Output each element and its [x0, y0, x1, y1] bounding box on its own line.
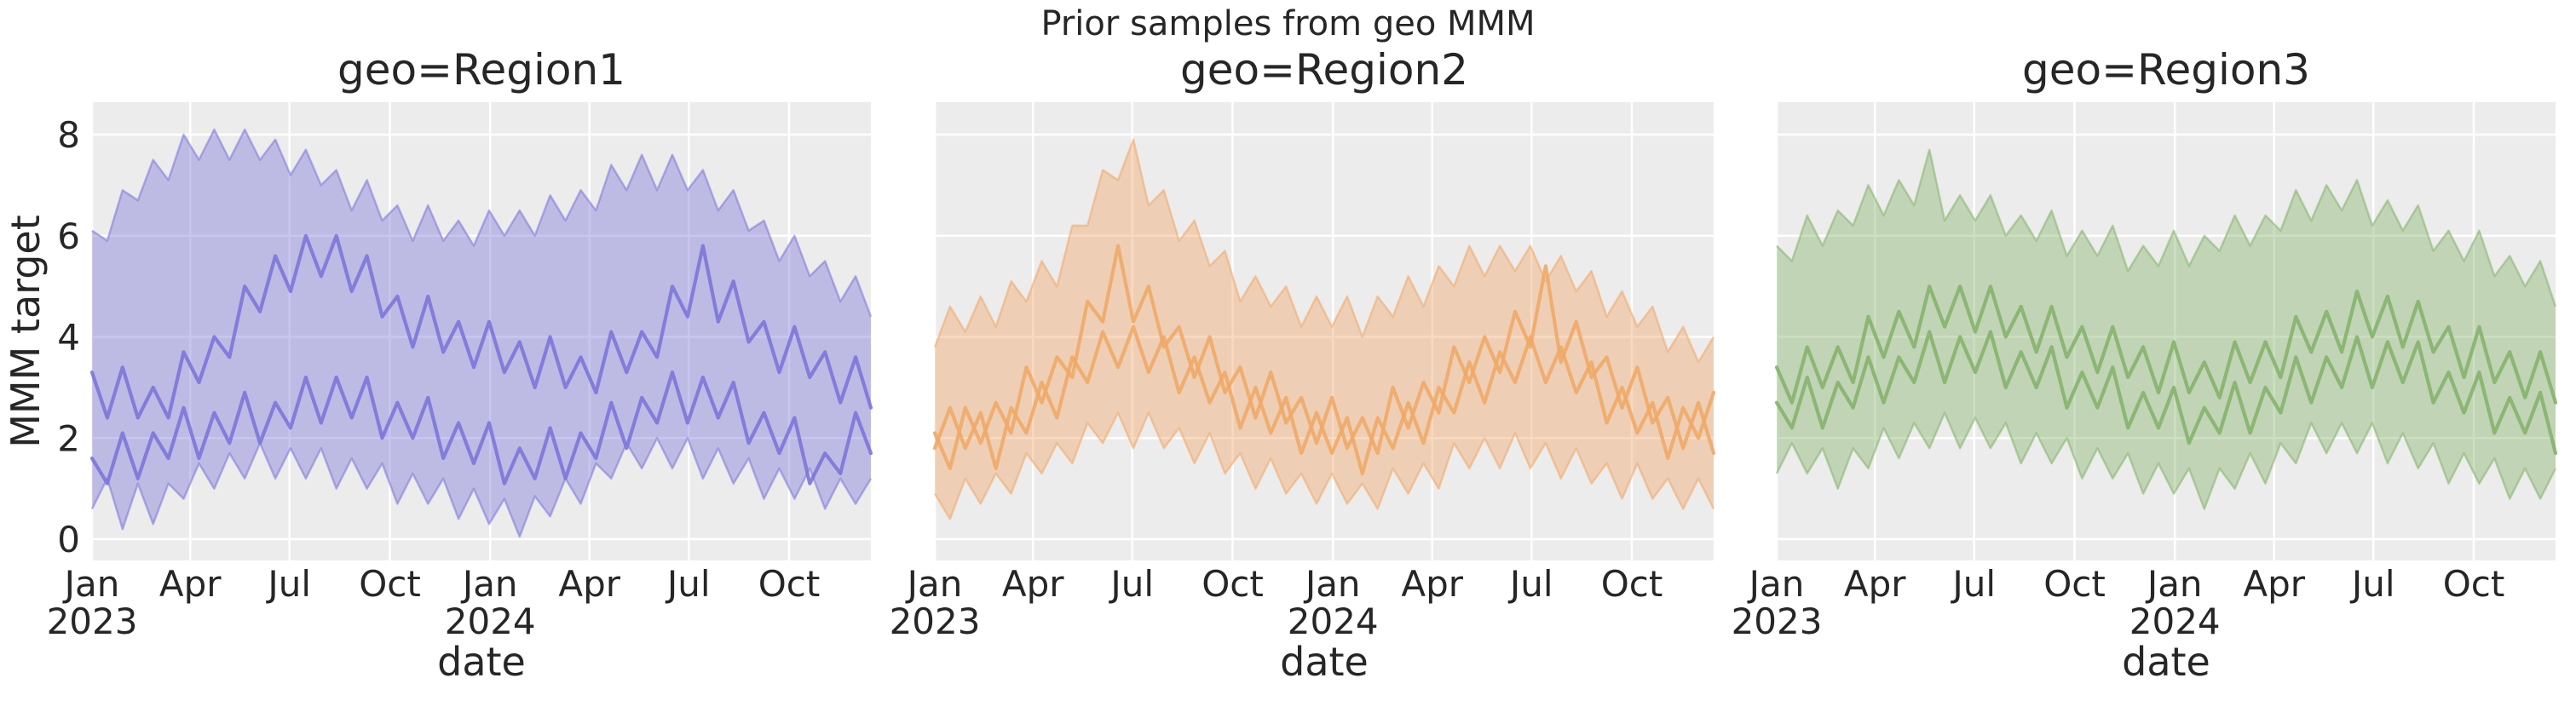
x-tick-year-label: 2024 — [2129, 600, 2221, 642]
y-axis-label: MMM target — [3, 215, 49, 448]
x-axis-label-region2: date — [1280, 639, 1369, 685]
x-tick-label: Oct — [359, 563, 421, 605]
band-edge-line — [933, 138, 1715, 364]
y-tick-label: 6 — [57, 215, 80, 257]
uncertainty-band — [935, 139, 1714, 520]
x-tick-label: Apr — [1002, 563, 1064, 605]
x-tick-label: Jan — [1303, 563, 1361, 605]
x-tick-year-label: 2024 — [1288, 600, 1379, 642]
subplot-title-region2: geo=Region2 — [1180, 45, 1468, 95]
band-edge-line — [933, 411, 1715, 520]
band-edge-line — [1775, 411, 2557, 510]
x-tick-label: Apr — [2243, 563, 2305, 605]
y-tick-label: 8 — [57, 114, 80, 156]
x-tick-label: Jul — [1950, 563, 1996, 605]
uncertainty-band — [92, 129, 871, 537]
plot-area-region2: Jan 2023 Apr Jul Oct Jan 2024 Apr Jul Oct — [890, 102, 1716, 642]
x-tick-label: Oct — [1601, 563, 1663, 605]
x-tick-label: Jul — [665, 563, 711, 605]
x-tick-label: Oct — [1202, 563, 1264, 605]
band-edge-line — [90, 437, 873, 538]
x-tick-label: Apr — [1401, 563, 1463, 605]
x-tick-label: Oct — [758, 563, 821, 605]
prior-sample-line — [1774, 284, 2558, 405]
x-tick-year-label: 2023 — [47, 600, 138, 642]
x-tick-year-label: 2023 — [1732, 600, 1823, 642]
y-tick-label: 0 — [57, 519, 80, 560]
subplot-title-region1: geo=Region1 — [337, 45, 625, 95]
x-tick-label: Apr — [558, 563, 620, 605]
prior-sample-line — [932, 244, 1716, 470]
band-edge-line — [1776, 148, 2557, 307]
uncertainty-band — [1777, 149, 2556, 509]
x-tick-label: Jan — [2145, 563, 2203, 605]
plot-area-region3: Jan 2023 Apr Jul Oct Jan 2024 Apr Jul Oct — [1732, 102, 2558, 642]
x-tick-label: Jul — [2349, 563, 2395, 605]
x-tick-label: Oct — [2443, 563, 2505, 605]
x-tick-label: Apr — [159, 563, 222, 605]
figure-suptitle: Prior samples from geo MMM — [1040, 4, 1536, 43]
prior-sample-line — [932, 325, 1716, 475]
prior-sample-line — [1774, 330, 2558, 456]
prior-sample-line — [89, 371, 873, 486]
x-axis-label-region1: date — [437, 639, 526, 685]
band-edge-line — [91, 128, 873, 318]
plot-area-region1: Jan 2023 Apr Jul Oct Jan 2024 Apr Jul Oct 0 2 4 6 8 — [47, 102, 873, 642]
x-tick-year-label: 2024 — [445, 600, 536, 642]
y-tick-label: 4 — [57, 317, 80, 359]
x-tick-label: Apr — [1844, 563, 1906, 605]
x-tick-label: Jul — [265, 563, 311, 605]
x-axis-label-region3: date — [2122, 639, 2210, 685]
x-tick-label: Jan — [1747, 563, 1805, 605]
x-tick-label: Oct — [2043, 563, 2106, 605]
y-tick-label: 2 — [57, 417, 80, 459]
x-tick-label: Jul — [1507, 563, 1553, 605]
x-tick-label: Jul — [1108, 563, 1154, 605]
x-tick-label: Jan — [62, 563, 120, 605]
x-tick-label: Jan — [905, 563, 963, 605]
prior-sample-line — [89, 233, 873, 420]
x-tick-label: Jan — [460, 563, 518, 605]
subplot-title-region3: geo=Region3 — [2022, 45, 2310, 95]
x-tick-year-label: 2023 — [890, 600, 981, 642]
